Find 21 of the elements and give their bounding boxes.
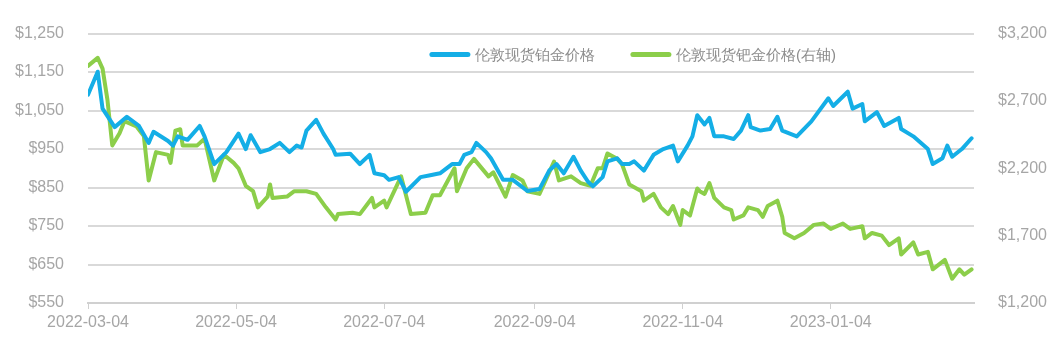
y-tick-label: $750 <box>28 216 65 234</box>
y-tick-label: $850 <box>28 177 65 195</box>
y2-tick-label: $3,200 <box>998 24 1048 42</box>
y-tick-label: $950 <box>28 139 65 157</box>
x-tick-label: 2023-01-04 <box>789 313 872 331</box>
y2-tick-label: $1,700 <box>998 226 1048 244</box>
legend-label: 伦敦现货铂金价格 <box>474 45 595 63</box>
x-tick-label: 2022-11-04 <box>642 313 724 331</box>
x-tick-label: 2022-05-04 <box>195 313 278 331</box>
x-tick-label: 2022-03-04 <box>47 313 130 331</box>
y-tick-label: $1,050 <box>15 100 65 118</box>
y2-tick-label: $2,700 <box>998 91 1048 109</box>
y2-tick-label: $1,200 <box>998 293 1048 311</box>
x-tick-label: 2022-07-04 <box>343 313 426 331</box>
y-tick-label: $650 <box>28 254 65 272</box>
legend-label: 伦敦现货钯金价格(右轴) <box>675 45 836 63</box>
y-tick-label: $550 <box>28 293 65 311</box>
y-tick-label: $1,250 <box>15 24 65 42</box>
y2-tick-label: $2,200 <box>998 158 1048 176</box>
x-tick-label: 2022-09-04 <box>493 313 576 331</box>
y-tick-label: $1,150 <box>15 62 65 80</box>
